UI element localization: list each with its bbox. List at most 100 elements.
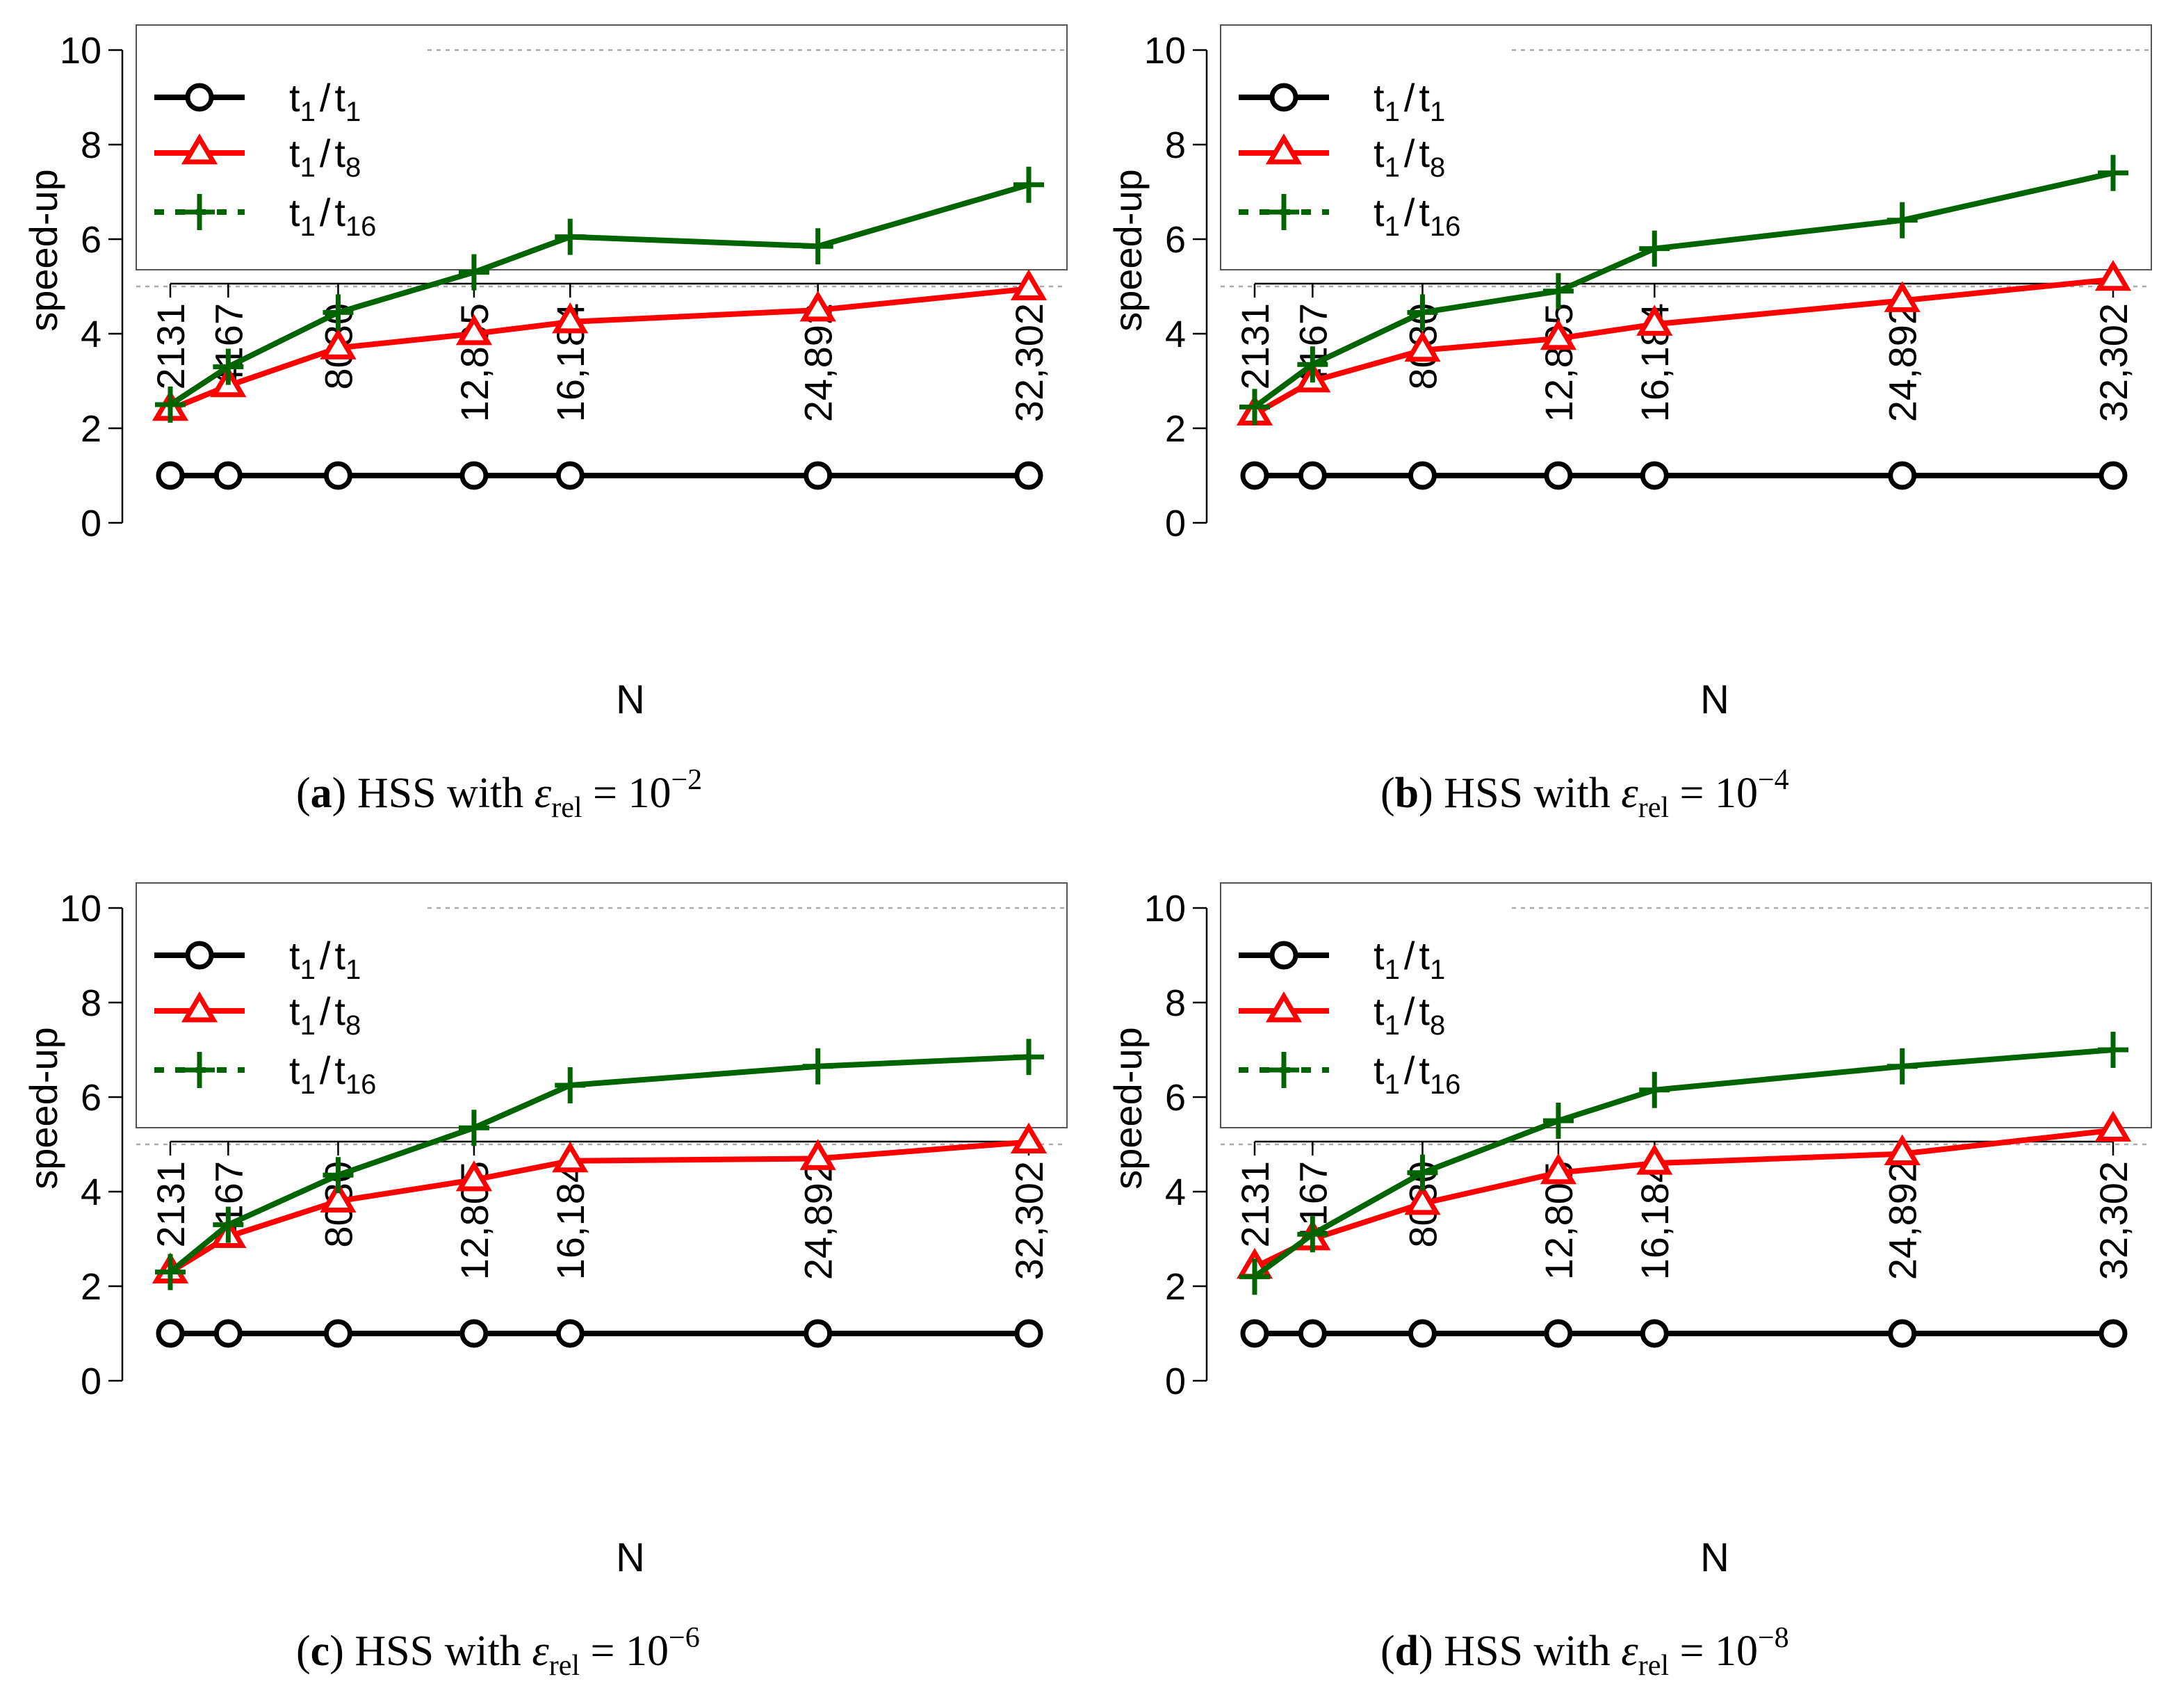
- caption-epsilon: ε: [534, 770, 552, 817]
- data-point-plus: [458, 1110, 489, 1146]
- data-point-plus: [555, 218, 586, 255]
- data-point-plus: [213, 348, 244, 385]
- legend-sub-b: 1: [1430, 97, 1445, 127]
- data-point-circle: [1014, 461, 1043, 490]
- legend-t: t: [334, 1048, 345, 1092]
- y-tick-label: 6: [81, 1077, 101, 1119]
- caption-label: c: [310, 1628, 330, 1675]
- plot-frame: [136, 24, 1068, 270]
- y-axis-label: speed-up: [22, 169, 65, 332]
- data-point-circle: [156, 1319, 185, 1348]
- caption-relation: = 10: [593, 770, 671, 817]
- caption-c: (c) HSS with εrel = 10−6: [296, 1622, 700, 1682]
- caption-subscript: rel: [548, 1650, 580, 1682]
- data-point-plus: [1407, 294, 1438, 331]
- x-axis-label: N: [616, 677, 645, 722]
- data-point-circle: [156, 461, 185, 490]
- legend-t: t: [334, 934, 345, 978]
- x-tick-label: 2131: [149, 303, 193, 390]
- data-point-plus: [1639, 230, 1670, 267]
- data-point-circle: [459, 1319, 489, 1348]
- legend-sub-a: 1: [1385, 1010, 1400, 1041]
- legend-t: t: [1419, 190, 1430, 234]
- data-point-circle: [213, 1319, 243, 1348]
- legend-t: t: [289, 1048, 300, 1092]
- caption-epsilon: ε: [1621, 770, 1638, 817]
- y-tick-label: 10: [1144, 888, 1186, 930]
- legend-marker-circle: [185, 941, 214, 970]
- x-tick-label: 16,184: [548, 1161, 592, 1280]
- data-point-triangle: [1884, 1134, 1921, 1166]
- data-point-plus: [1013, 1039, 1044, 1076]
- caption-label: a: [310, 770, 332, 817]
- data-point-plus: [1542, 1103, 1574, 1139]
- legend-t: t: [289, 76, 300, 120]
- data-point-plus: [1013, 166, 1044, 203]
- data-point-plus: [2098, 1032, 2128, 1068]
- data-point-plus: [1297, 1216, 1328, 1253]
- x-axis-label: N: [616, 1535, 645, 1580]
- data-point-plus: [213, 1206, 244, 1243]
- data-point-plus: [458, 254, 489, 291]
- caption-relation: = 10: [590, 1628, 669, 1675]
- x-axis-label: N: [1700, 1535, 1729, 1580]
- y-tick-label: 2: [1165, 408, 1186, 450]
- legend-t: t: [1374, 131, 1385, 175]
- series-line-triangle: [168, 1139, 1029, 1275]
- data-point-circle: [1408, 461, 1437, 490]
- x-axis-label: N: [1700, 677, 1729, 722]
- y-tick-label: 6: [1165, 219, 1186, 261]
- legend-slash: /: [1404, 1048, 1415, 1092]
- data-point-circle: [1640, 461, 1669, 490]
- legend-t: t: [1419, 989, 1430, 1033]
- legend-sub-b: 16: [345, 211, 377, 242]
- data-point-triangle: [1636, 305, 1673, 336]
- legend-t: t: [289, 190, 300, 234]
- legend-t: t: [1374, 76, 1385, 120]
- y-tick-label: 0: [81, 1361, 101, 1402]
- legend-t: t: [1374, 934, 1385, 978]
- legend-sub-b: 8: [345, 152, 361, 183]
- data-point-circle: [459, 461, 489, 490]
- legend-t: t: [1419, 131, 1430, 175]
- chart-panel-c: 0246810speed-up21314167803012,80516,1842…: [22, 882, 1068, 1580]
- y-tick-label: 2: [81, 408, 101, 450]
- caption-prefix: HSS with: [355, 1628, 521, 1675]
- legend-slash: /: [1404, 934, 1415, 978]
- data-point-circle: [1298, 1319, 1327, 1348]
- caption-subscript: rel: [1638, 1650, 1669, 1682]
- chart-panel-a: 0246810speed-up21314167803012,80516,1842…: [22, 24, 1068, 722]
- legend-label: t1/t16: [1374, 1048, 1460, 1100]
- legend-marker-triangle: [1265, 133, 1303, 165]
- caption-subscript: rel: [551, 792, 582, 824]
- legend-label: t1/t1: [1374, 76, 1445, 127]
- x-tick-label: 2131: [1233, 1161, 1277, 1248]
- legend-t: t: [289, 934, 300, 978]
- data-point-triangle: [455, 1160, 493, 1192]
- series-line-triangle: [1253, 276, 2114, 417]
- caption-relation: = 10: [1679, 1628, 1758, 1675]
- legend-marker-plus: [184, 1052, 215, 1088]
- data-point-triangle: [1404, 1184, 1441, 1215]
- legend-marker-plus: [1269, 1052, 1299, 1088]
- legend-sub-a: 1: [1385, 1069, 1400, 1100]
- legend-t: t: [1419, 76, 1430, 120]
- legend-sub-a: 1: [300, 955, 316, 985]
- x-tick-label: 16,184: [1633, 1161, 1677, 1280]
- series-line-triangle: [169, 286, 1029, 412]
- y-axis-label: speed-up: [1106, 1027, 1150, 1190]
- legend-t: t: [1374, 989, 1385, 1033]
- legend-sub-a: 1: [1385, 97, 1400, 127]
- caption-subscript: rel: [1638, 792, 1669, 824]
- legend-label: t1/t16: [1374, 190, 1460, 242]
- caption-exponent: −6: [669, 1622, 700, 1654]
- plot-frame: [1220, 882, 2152, 1128]
- caption-epsilon: ε: [532, 1628, 549, 1675]
- legend-label: t1/t16: [289, 190, 376, 242]
- legend-t: t: [334, 76, 345, 120]
- y-tick-label: 6: [81, 219, 101, 261]
- data-point-plus: [155, 387, 186, 423]
- legend-t: t: [1419, 934, 1430, 978]
- legend-t: t: [289, 989, 300, 1033]
